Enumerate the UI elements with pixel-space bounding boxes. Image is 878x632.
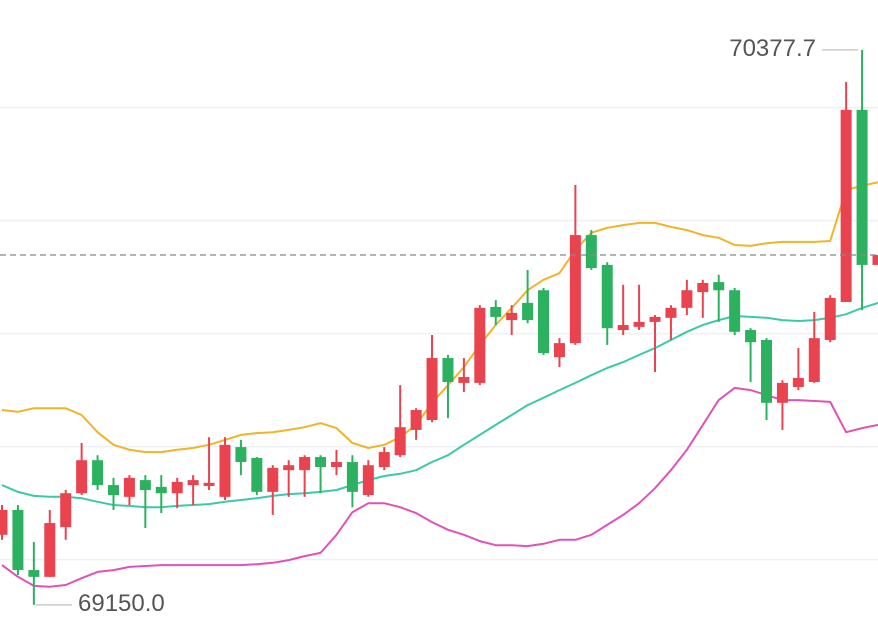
candle-body	[346, 462, 358, 492]
candle-body	[713, 282, 725, 291]
candle-body	[0, 509, 8, 535]
candle-body	[458, 377, 470, 383]
candle-body	[474, 307, 486, 383]
candle-body	[442, 358, 454, 383]
candle-body	[665, 307, 677, 318]
candle-body	[283, 465, 295, 471]
candle-body	[538, 290, 550, 354]
candle-body	[44, 523, 56, 577]
candle-body	[426, 358, 438, 420]
candle-body	[681, 290, 693, 308]
candle-body	[60, 493, 72, 528]
candle-body	[761, 339, 773, 403]
candle-body	[553, 343, 565, 358]
candle-body	[522, 302, 534, 321]
annotation-label: 70377.7	[729, 35, 816, 62]
candle-body	[76, 460, 88, 494]
candle-body	[633, 321, 645, 327]
candle-body	[315, 457, 327, 467]
candle-body	[601, 264, 613, 329]
candle-body	[697, 282, 709, 293]
candle-body	[203, 482, 215, 486]
candle-body	[187, 480, 199, 486]
candle-body	[792, 377, 804, 387]
candle-body	[155, 486, 167, 494]
band-line	[1, 386, 878, 588]
candle-body	[123, 477, 135, 497]
candle-body	[617, 325, 629, 331]
candle-body	[362, 465, 374, 496]
annotation-label: 69150.0	[78, 590, 165, 617]
candle-body	[299, 457, 311, 471]
candle-body	[394, 427, 406, 456]
band-line	[1, 181, 878, 454]
candle-body	[585, 235, 597, 269]
candle-body	[856, 109, 868, 265]
candle-body	[872, 254, 878, 265]
candle-body	[840, 109, 852, 302]
candle-body	[107, 485, 119, 496]
candle-body	[808, 338, 820, 383]
candle-body	[649, 316, 661, 322]
candle-body	[410, 410, 422, 430]
candle-body	[251, 457, 263, 492]
candle-body	[824, 297, 836, 340]
candle-body	[171, 481, 183, 494]
candle-body	[490, 306, 502, 317]
candle-body	[776, 382, 788, 403]
candle-body	[235, 447, 247, 463]
candle-body	[219, 444, 231, 497]
candle-body	[267, 467, 279, 492]
candle-body	[139, 480, 151, 491]
candle-body	[378, 452, 390, 467]
candle-body	[729, 290, 741, 332]
candle-body	[506, 312, 518, 321]
candle-body	[28, 570, 40, 577]
candle-body	[745, 330, 757, 343]
candle-body	[92, 460, 104, 486]
candle-body	[12, 509, 24, 571]
candle-body	[330, 462, 342, 467]
candle-body	[569, 235, 581, 344]
